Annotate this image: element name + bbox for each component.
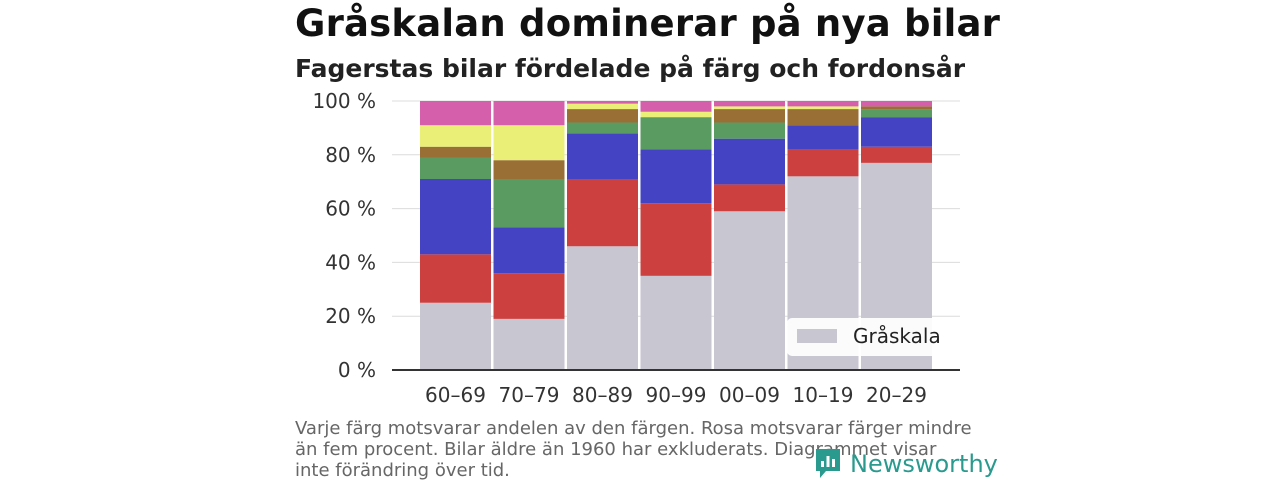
bar-segment [714,109,785,123]
chart-footnote: Varje färg motsvarar andelen av den färg… [295,418,972,481]
bar-segment [493,160,565,180]
bar-segment [567,109,638,123]
bar-segment [640,149,712,204]
bar-segment [861,101,932,107]
bar-segment [787,149,859,177]
bar-segment [567,246,638,370]
x-tick-label: 60–69 [425,383,486,407]
bar-segment [493,227,565,274]
bar-segment [861,106,932,110]
bar-segment [567,179,638,247]
bar-segment [714,122,785,139]
legend-label: Gråskala [853,324,941,348]
bar-segment [420,254,491,303]
y-tick-label: 80 % [325,143,376,167]
bar-segment [861,109,932,118]
bar-segment [640,117,712,150]
bar-segment [787,125,859,150]
bar-segment [787,101,859,107]
bar-segment [567,103,638,110]
x-tick-label: 10–19 [793,383,854,407]
bar-segment [420,146,491,158]
bar-segment [714,101,785,107]
bar-segment [714,138,785,185]
bar-segment [861,117,932,147]
y-tick-label: 100 % [312,89,376,113]
bar-segment [567,133,638,180]
legend-box [787,318,939,356]
bar-segment [714,211,785,370]
newsworthy-logo[interactable]: Newsworthy [814,447,998,481]
bar-segment [493,101,565,126]
bar-segment [787,109,859,126]
newsworthy-logo-icon [816,449,840,478]
chart-subtitle: Fagerstas bilar fördelade på färg och fo… [295,54,966,83]
bar-segment [714,106,785,110]
bar-segment [420,302,491,370]
bar-segment [640,101,712,112]
newsworthy-logo-text: Newsworthy [850,450,998,478]
bar-segment [714,184,785,212]
y-tick-label: 40 % [325,250,376,274]
x-tick-label: 70–79 [499,383,560,407]
bar-segment [420,125,491,147]
bar-segment [493,179,565,228]
bar-segment [420,101,491,126]
bar-segment [567,122,638,134]
x-tick-label: 80–89 [572,383,633,407]
x-tick-label: 00–09 [719,383,780,407]
x-tick-label: 90–99 [646,383,707,407]
bar-segment [787,106,859,110]
bar-segment [861,146,932,163]
legend-swatch [797,329,837,343]
bar-segment [420,157,491,180]
bar-segment [493,273,565,319]
bar-segment [640,203,712,276]
bar-segment [640,111,712,118]
bar-segment [420,179,491,255]
bar-segment [493,318,565,370]
bar-segment [567,101,638,104]
chart-title: Gråskalan dominerar på nya bilar [295,2,1001,45]
y-tick-label: 60 % [325,197,376,221]
bar-segment [640,275,712,370]
bar-segment [493,125,565,161]
y-tick-label: 0 % [338,358,376,382]
y-tick-label: 20 % [325,304,376,328]
x-tick-label: 20–29 [866,383,927,407]
